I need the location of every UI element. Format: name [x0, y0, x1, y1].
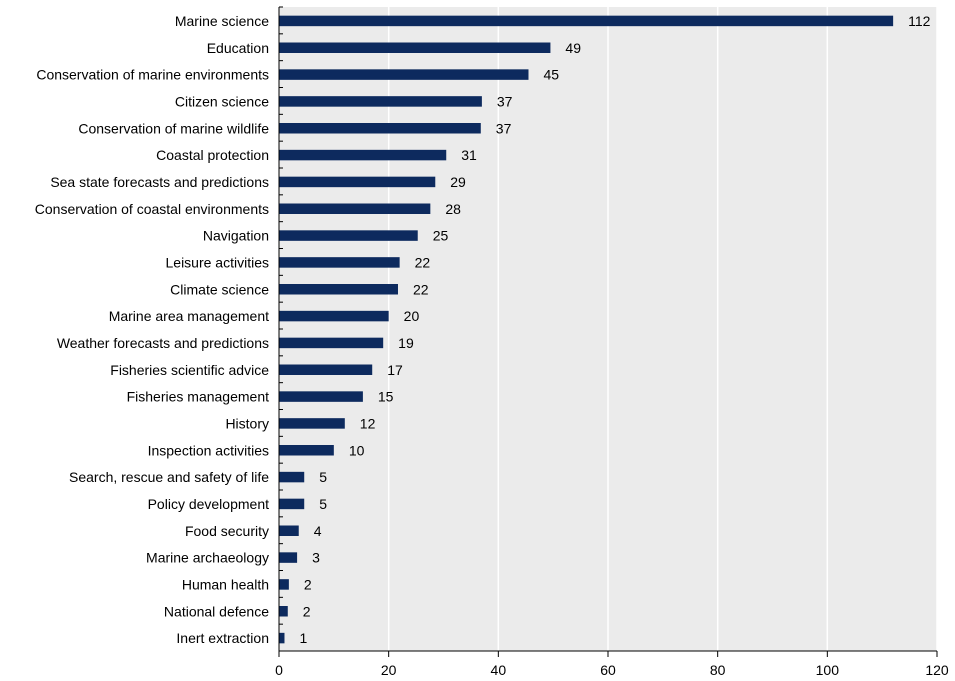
x-tick-label: 100: [816, 662, 840, 678]
category-label: Inspection activities: [148, 442, 269, 458]
bar: [279, 42, 551, 53]
value-label: 25: [433, 228, 449, 244]
bar: [279, 230, 418, 241]
value-label: 2: [304, 576, 312, 592]
bar: [279, 149, 447, 161]
bar: [279, 337, 384, 349]
value-label: 29: [450, 174, 466, 190]
axes: [278, 6, 938, 657]
bar: [279, 96, 482, 107]
category-label: Human health: [182, 576, 269, 592]
bar: [279, 123, 481, 134]
bar: [279, 15, 894, 27]
value-label: 31: [461, 147, 477, 163]
bar: [279, 284, 398, 295]
value-label: 45: [543, 67, 559, 83]
gridlines: [387, 7, 938, 651]
category-label: Fisheries management: [127, 389, 270, 405]
category-label: Education: [207, 40, 269, 56]
value-label: 37: [497, 93, 513, 109]
value-label: 22: [413, 281, 429, 297]
bar: [279, 498, 305, 510]
bar: [279, 471, 305, 483]
bar: [279, 552, 298, 563]
bar: [279, 203, 431, 214]
category-label: Leisure activities: [166, 254, 270, 270]
category-label: Food security: [185, 523, 269, 539]
bar: [279, 579, 289, 590]
category-label: Fisheries scientific advice: [110, 362, 269, 378]
value-label: 10: [349, 442, 365, 458]
bar: [279, 525, 299, 536]
bar: [279, 445, 334, 456]
category-label: National defence: [164, 603, 269, 619]
bar: [279, 69, 529, 80]
bar: [279, 391, 363, 402]
x-tick-label: 60: [600, 662, 616, 678]
bar: [279, 364, 373, 375]
category-label: Policy development: [148, 496, 270, 512]
value-label: 2: [303, 603, 311, 619]
category-label: Marine area management: [109, 308, 269, 324]
value-label: 12: [360, 415, 376, 431]
x-tick-label: 20: [381, 662, 397, 678]
value-label: 15: [378, 389, 394, 405]
category-label: Marine archaeology: [146, 550, 269, 566]
category-label: Conservation of marine wildlife: [78, 120, 269, 136]
value-label: 37: [496, 120, 512, 136]
category-label: Conservation of coastal environments: [35, 201, 269, 217]
bar: [279, 310, 389, 322]
category-label: Weather forecasts and predictions: [57, 335, 269, 351]
x-tick-label: 80: [710, 662, 726, 678]
bars: [279, 15, 894, 644]
value-label: 19: [398, 335, 414, 351]
category-label: Citizen science: [175, 93, 269, 109]
category-label: Search, rescue and safety of life: [69, 469, 269, 485]
category-label: Marine science: [175, 13, 269, 29]
x-tick-label: 120: [925, 662, 949, 678]
category-label: Sea state forecasts and predictions: [50, 174, 269, 190]
bar: [279, 632, 285, 644]
bar: [279, 257, 400, 268]
category-label: Navigation: [203, 228, 269, 244]
category-label: Climate science: [170, 281, 269, 297]
value-label: 49: [565, 40, 581, 56]
value-label: 5: [319, 496, 327, 512]
value-label: 20: [404, 308, 420, 324]
value-label: 1: [299, 630, 307, 646]
x-tick-label: 40: [491, 662, 507, 678]
value-label: 28: [445, 201, 461, 217]
value-label: 22: [415, 254, 431, 270]
value-label: 4: [314, 523, 322, 539]
category-label: Coastal protection: [156, 147, 269, 163]
x-tick-label: 0: [275, 662, 283, 678]
category-label: Inert extraction: [176, 630, 269, 646]
bar: [279, 418, 345, 429]
value-label: 5: [319, 469, 327, 485]
bar: [279, 176, 436, 188]
value-label: 3: [312, 550, 320, 566]
category-label: History: [225, 415, 269, 431]
category-label: Conservation of marine environments: [36, 67, 269, 83]
value-label: 112: [908, 13, 931, 29]
bar: [279, 606, 288, 617]
value-label: 17: [387, 362, 403, 378]
